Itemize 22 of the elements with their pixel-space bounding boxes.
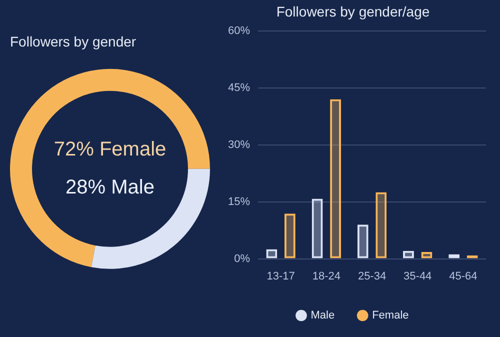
bar [421,252,432,258]
x-tick-label: 35-44 [404,270,432,282]
x-tick-label: 18-24 [312,270,340,282]
x-tick-label: 13-17 [266,270,295,282]
bar [376,192,387,258]
y-tick-label: 30% [228,138,250,151]
bar [284,214,296,258]
x-tick-label: 45-64 [449,270,478,282]
legend-label: Male [310,310,335,322]
x-tick-label: 25-34 [358,270,386,282]
bar [357,224,368,258]
y-tick-label: 0% [234,252,250,265]
bar [330,99,341,258]
bar [312,198,323,258]
slice-label: 72% Female [54,138,166,160]
y-tick-label: 15% [228,196,250,208]
chart-title: Followers by gender [10,33,136,50]
y-tick-label: 60% [228,24,250,37]
y-tick-label: 45% [228,82,250,94]
chart-title: Followers by gender/age [276,3,430,20]
legend-label: Female [372,310,409,322]
slice-label: 28% Male [66,176,154,198]
